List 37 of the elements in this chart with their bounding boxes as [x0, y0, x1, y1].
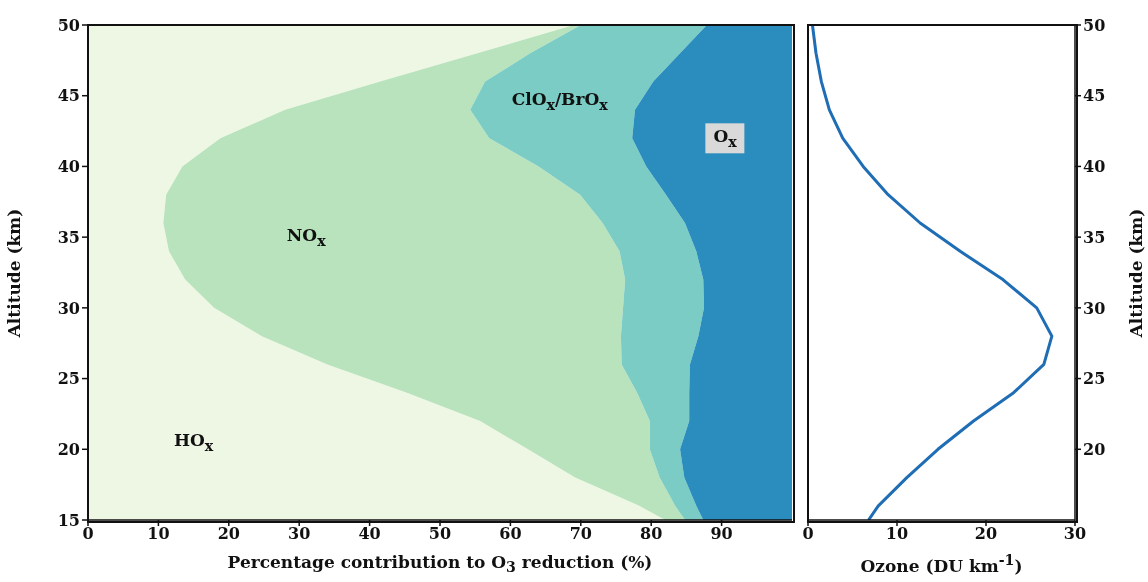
x-tick-label: 10 [885, 524, 909, 544]
x-axis-title: Percentage contribution to O$_{3}$ reduction (%) [227, 552, 653, 576]
x-tick-label: 60 [499, 524, 522, 544]
y-tick-label: 30 [57, 298, 80, 318]
y-tick-label: 30 [1083, 298, 1106, 318]
x-tick-label: 40 [358, 524, 381, 544]
series-label: ClO$_{x}$/BrO$_{x}$ [511, 89, 608, 114]
x-tick-label: 0 [802, 524, 814, 544]
y-tick-label: 40 [1083, 157, 1106, 177]
x-tick-label: 80 [640, 524, 663, 544]
x-tick-label: 30 [1063, 524, 1087, 544]
x-tick-label: 20 [974, 524, 998, 544]
y-tick-label: 50 [57, 15, 80, 35]
y-tick-label: 20 [1083, 439, 1106, 459]
y-tick-label: 25 [1083, 369, 1106, 389]
x-tick-label: 50 [428, 524, 452, 544]
x-tick-label: 0 [82, 524, 94, 544]
y-tick-label: 20 [57, 439, 80, 459]
y-tick-label: 15 [57, 510, 80, 530]
y-axis-title: Altitude (km) [1126, 208, 1146, 337]
y-tick-label: 35 [1083, 227, 1106, 247]
series-label: O$_{x}$ [713, 126, 737, 150]
y-tick-label: 25 [57, 369, 80, 389]
y-tick-label: 35 [57, 227, 80, 247]
series-label: HO$_{x}$ [173, 430, 214, 454]
x-tick-label: 30 [288, 524, 311, 544]
x-tick-label: 70 [569, 524, 592, 544]
x-tick-label: 20 [217, 524, 240, 544]
x-tick-label: 10 [147, 524, 170, 544]
series-label: NO$_{x}$ [286, 225, 326, 249]
y-tick-label: 45 [57, 86, 80, 106]
y-axis-title: Altitude (km) [4, 208, 24, 337]
y-tick-label: 40 [57, 157, 80, 177]
x-tick-label: 90 [710, 524, 733, 544]
y-tick-label: 45 [1083, 86, 1106, 106]
y-tick-label: 50 [1083, 15, 1106, 35]
x-axis-title: Ozone (DU km$^{-1}$) [860, 552, 1023, 576]
